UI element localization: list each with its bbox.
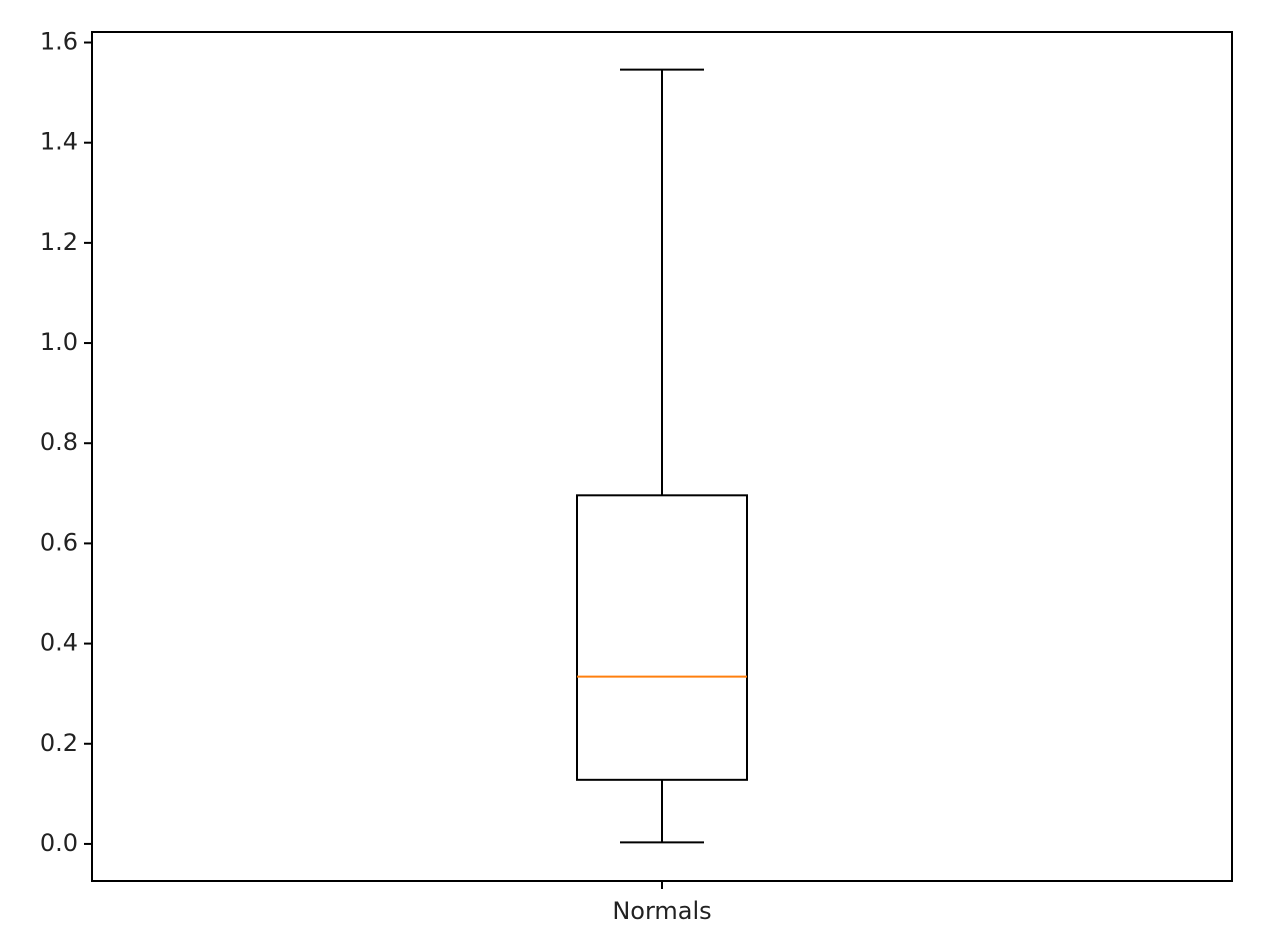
- iqr-box: [576, 494, 748, 781]
- y-tick-label: 0.6: [40, 528, 78, 556]
- y-axis: 0.0 0.2 0.4 0.6 0.8 1.0 1.2 1.4 1.6: [40, 28, 92, 857]
- y-tick-label: 0.8: [40, 428, 78, 456]
- x-tick-label: Normals: [612, 897, 711, 925]
- plot-marks: [576, 68, 748, 844]
- x-axis: Normals: [612, 881, 712, 925]
- box-group: [576, 68, 748, 844]
- y-tick-label: 0.2: [40, 729, 78, 757]
- y-tick-label: 0.4: [40, 629, 78, 657]
- y-tick-label: 0.0: [40, 829, 78, 857]
- y-tick-label: 1.4: [40, 128, 78, 156]
- y-tick-label: 1.6: [40, 28, 78, 56]
- y-tick-label: 1.2: [40, 228, 78, 256]
- y-tick-label: 1.0: [40, 328, 78, 356]
